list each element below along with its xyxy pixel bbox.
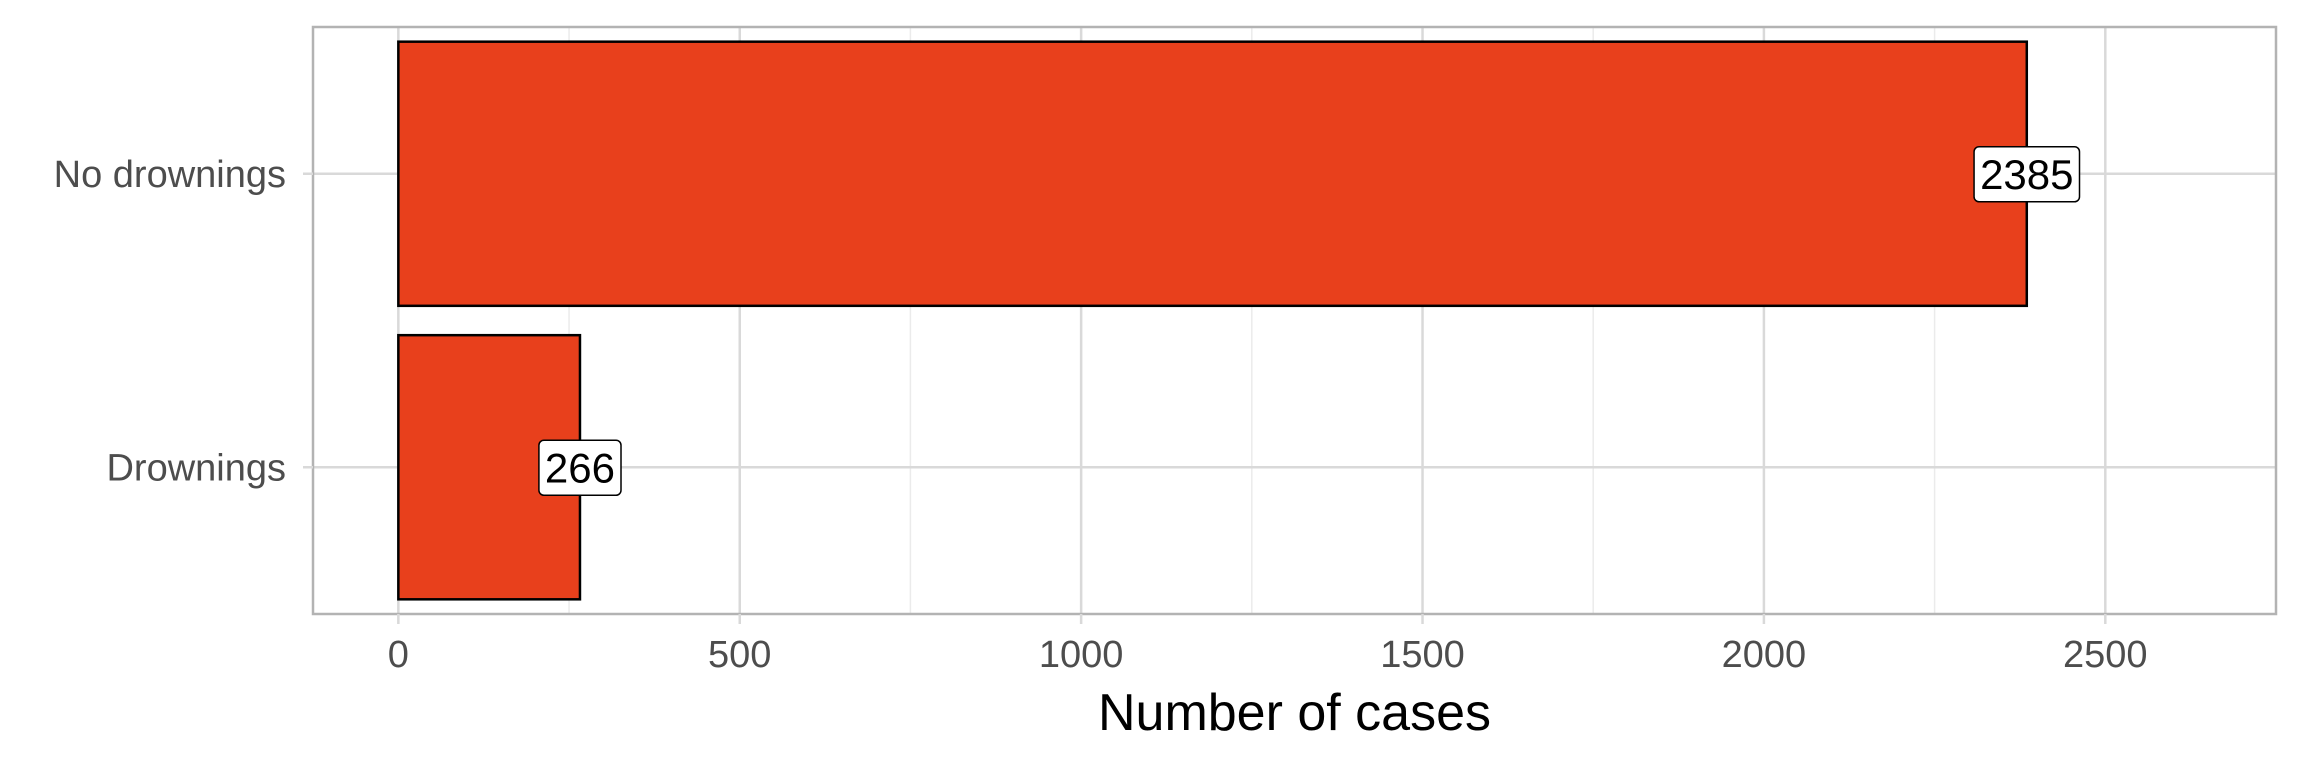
data-label: 2385 [1973,146,2081,203]
x-tick-label: 0 [388,634,409,676]
panel-border [311,25,2278,616]
x-tick-label: 2500 [2063,634,2148,676]
y-category-label: Drownings [106,447,286,489]
y-category-label: No drownings [54,154,286,196]
data-label: 266 [538,439,622,496]
data-label-text: 2385 [1980,151,2073,198]
data-label-text: 266 [545,444,615,491]
x-tick-label: 1000 [1039,634,1124,676]
data-label-box [1973,146,2081,203]
x-tick-label: 2000 [1722,634,1807,676]
bar [397,40,2029,308]
data-label-box [538,439,622,496]
axes-group: 0 500 1000 1500 2000 2500 No drownings Drowning… [54,25,2278,676]
x-tick-label: 1500 [1380,634,1465,676]
x-axis-title: Number of cases [1098,684,1491,742]
data-labels-group: 2385 266 [538,146,2081,496]
x-tick-label: 500 [708,634,771,676]
